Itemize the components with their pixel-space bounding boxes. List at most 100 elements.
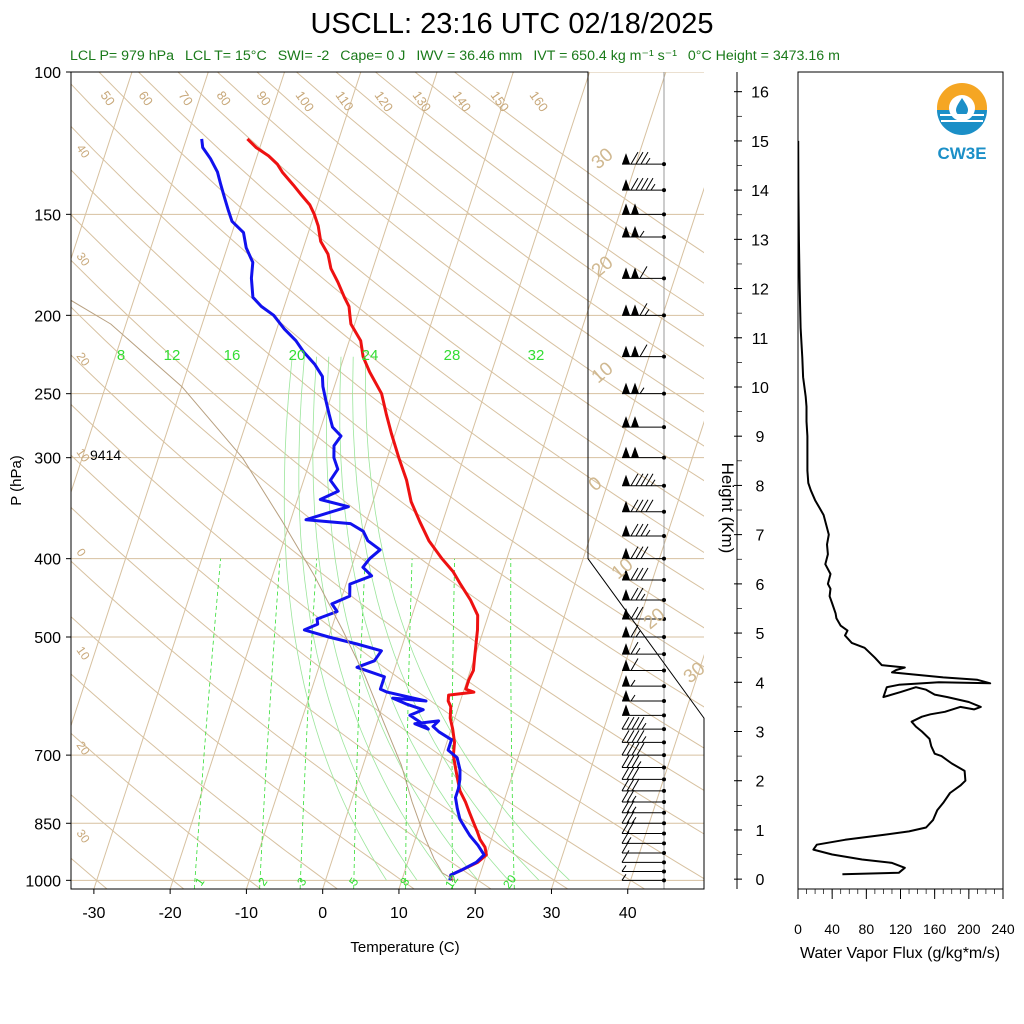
- wind-barb-feather: [631, 742, 640, 756]
- wind-barb-feather: [621, 850, 630, 863]
- isotherm-line: [474, 187, 704, 889]
- height-tick-label: 8: [756, 478, 765, 495]
- x-tick-label: -30: [82, 905, 105, 922]
- wind-barb-flag: [622, 625, 630, 637]
- wind-barb-feather: [640, 546, 649, 559]
- mixing-ratio-line: [193, 558, 221, 889]
- flux-tick-label: 200: [957, 921, 981, 937]
- y-axis-label: P (hPa): [8, 455, 25, 506]
- wind-barb-feather: [631, 767, 640, 780]
- dry-adiabat-line: [71, 454, 645, 889]
- y-tick-label: 700: [34, 748, 61, 765]
- wind-barb-flag: [622, 675, 630, 687]
- isotherm-label: 10: [74, 644, 93, 663]
- wind-barb-feather: [621, 789, 630, 803]
- wind-barb-feather: [640, 473, 649, 487]
- dry-adiabat-line: [71, 560, 492, 889]
- wind-barb-flag: [631, 345, 639, 357]
- moist-adiabat-line: [298, 356, 418, 881]
- isotherm-line: [71, 72, 286, 728]
- wind-barb-flag: [622, 690, 630, 702]
- dry-adiabat-label: 120: [372, 88, 397, 114]
- wind-barb-half-feather: [626, 837, 632, 844]
- wind-barb-feather: [630, 606, 639, 620]
- wind-barb-flag: [622, 568, 630, 580]
- stat-swi: SWI= -2: [277, 48, 330, 64]
- wind-barb-half-feather: [650, 183, 656, 191]
- wind-barb-half-feather: [645, 529, 651, 537]
- wind-barb-flag: [622, 203, 630, 215]
- isotherm-line: [550, 420, 704, 889]
- wind-barb-half-feather: [650, 479, 656, 487]
- wind-barb-feather: [640, 567, 649, 581]
- wind-barb-half-feather: [631, 817, 637, 824]
- dry-adiabat-line: [454, 72, 704, 254]
- wind-barb-feather: [626, 767, 635, 780]
- mixing-ratio-top-label: 24: [362, 347, 379, 364]
- height-tick-label: 10: [751, 380, 769, 397]
- x-tick-label: 40: [619, 905, 637, 922]
- isotherm-right-label: 30: [588, 144, 618, 174]
- wind-barb-half-feather: [644, 309, 650, 316]
- wind-barb-feather: [645, 177, 654, 191]
- isotherm-line: [703, 887, 704, 889]
- wind-barb-flag: [622, 382, 630, 394]
- mixing-ratio-bottom-label: 5: [346, 875, 361, 889]
- wind-barb-half-feather: [630, 694, 636, 702]
- dry-adiabat-line: [71, 213, 704, 708]
- wind-barb-flag: [622, 525, 630, 537]
- cw3e-logo: CW3E: [928, 80, 998, 166]
- wind-barb-feather: [630, 473, 639, 487]
- flux-tick-label: 40: [824, 921, 840, 937]
- dry-adiabat-label: 140: [450, 88, 475, 114]
- dry-adiabat-line: [71, 169, 704, 668]
- isotherm-line: [322, 72, 591, 889]
- wind-barb-half-feather: [636, 761, 642, 768]
- dry-adiabat-line: [71, 403, 704, 880]
- height-tick-label: 11: [752, 331, 769, 348]
- wind-barb-feather: [621, 767, 630, 780]
- isotherm-line: [398, 72, 667, 889]
- stat-lcl-temperature: LCL T= 15°C: [184, 48, 267, 64]
- wind-barb-feather: [636, 716, 645, 730]
- y-tick-label: 1000: [25, 873, 61, 890]
- wind-barb-flag: [631, 416, 639, 428]
- wind-barb-half-feather: [631, 806, 637, 814]
- dry-adiabat-label: 160: [527, 88, 552, 114]
- wind-barb-feather: [640, 177, 649, 191]
- flux-tick-label: 120: [889, 921, 913, 937]
- parcel-line: [71, 299, 456, 881]
- height-axis-label: Height (Km): [718, 463, 737, 554]
- height-tick-label: 9: [756, 429, 765, 446]
- isotherm-line: [627, 653, 704, 889]
- x-tick-label: -20: [159, 905, 182, 922]
- wind-barb-feather: [635, 151, 644, 165]
- wind-barb-feather: [635, 473, 644, 487]
- dry-adiabat-line: [256, 72, 704, 413]
- mixing-ratio-line: [510, 558, 515, 889]
- dry-adiabat-label: 70: [176, 88, 197, 108]
- wind-barb-feather: [630, 499, 639, 513]
- flux-tick-label: 240: [991, 921, 1015, 937]
- wind-barb-half-feather: [639, 387, 645, 394]
- wind-barb-feather: [626, 716, 635, 730]
- wind-barb-feather: [635, 499, 644, 513]
- y-tick-label: 200: [34, 308, 61, 325]
- wind-barb-feather: [630, 587, 639, 601]
- wind-barb-half-feather: [621, 865, 627, 872]
- wind-barb-feather: [626, 755, 635, 768]
- dry-adiabat-line: [71, 125, 704, 629]
- wind-barb-feather: [639, 303, 648, 316]
- wind-barb-feather: [626, 778, 635, 792]
- wind-barb-half-feather: [645, 157, 651, 165]
- moist-adiabat-line: [283, 356, 387, 881]
- height-tick-label: 7: [756, 528, 765, 545]
- wind-barb-flag: [622, 589, 630, 601]
- logo-text: CW3E: [937, 144, 986, 163]
- mixing-ratio-bottom-label: 20: [500, 872, 519, 891]
- wind-barb-feather: [621, 800, 630, 814]
- x-axis-label: Temperature (C): [350, 939, 459, 956]
- wind-barb-flag: [631, 446, 639, 458]
